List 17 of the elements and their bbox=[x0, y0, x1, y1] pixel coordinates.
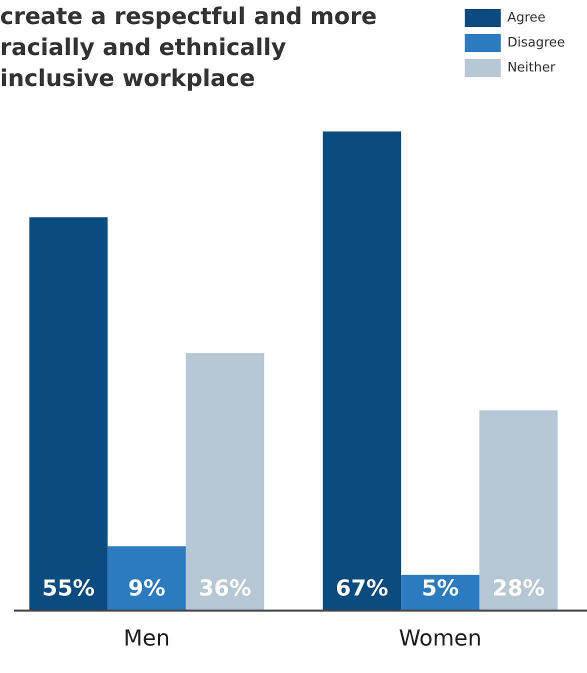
data-label: 9% bbox=[128, 576, 166, 602]
legend-label: Disagree bbox=[507, 35, 566, 50]
bar bbox=[186, 353, 264, 611]
bar bbox=[29, 217, 108, 611]
data-label: 55% bbox=[42, 576, 95, 602]
chart-title: create a respectful and more racially and ethnically inclusive workplace bbox=[0, 3, 378, 94]
bar bbox=[322, 131, 402, 611]
legend-label: Neither bbox=[507, 60, 556, 76]
data-label: 28% bbox=[492, 576, 545, 602]
data-label: 67% bbox=[336, 576, 388, 602]
x-tick-label: Men bbox=[124, 626, 170, 652]
x-tick-label: Women bbox=[398, 626, 482, 652]
data-label: 5% bbox=[422, 576, 459, 602]
bar bbox=[479, 410, 558, 611]
data-label: 36% bbox=[198, 576, 252, 602]
bar bbox=[108, 546, 186, 611]
legend-label: Agree bbox=[507, 10, 546, 26]
